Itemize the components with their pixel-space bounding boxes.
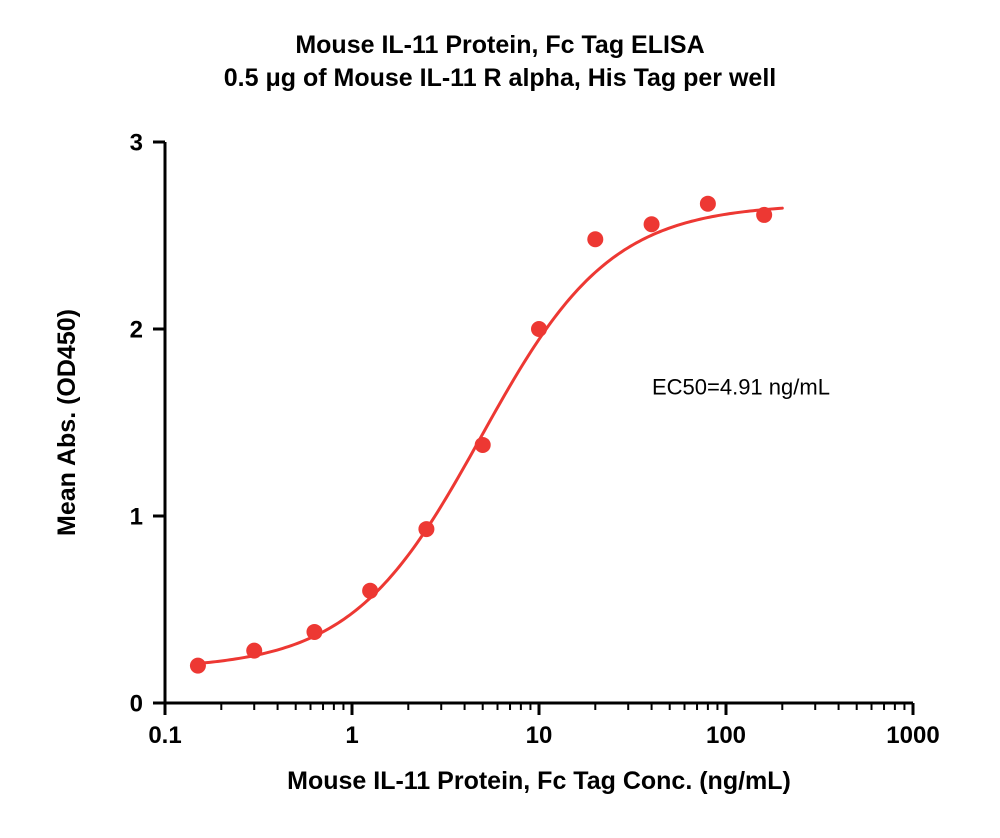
data-point [475, 437, 491, 453]
data-point [362, 583, 378, 599]
y-tick-label: 1 [130, 503, 143, 530]
x-tick-label: 1 [345, 722, 358, 749]
fit-curve [198, 208, 782, 663]
x-tick-label: 0.1 [148, 722, 181, 749]
ec50-annotation: EC50=4.91 ng/mL [652, 374, 830, 399]
data-point [531, 321, 547, 337]
data-point [190, 658, 206, 674]
elisa-chart: 0 1 2 3 0.1 1 10 100 1000 Mean Abs. (OD450) Mouse … [0, 0, 1000, 838]
data-point [418, 521, 434, 537]
x-tick-label: 10 [526, 722, 553, 749]
data-point [246, 643, 262, 659]
x-tick-label: 1000 [886, 722, 939, 749]
data-point [644, 216, 660, 232]
data-point [756, 207, 772, 223]
data-point [700, 196, 716, 212]
y-tick-label: 2 [130, 316, 143, 343]
data-point [306, 624, 322, 640]
y-tick-label: 3 [130, 129, 143, 156]
data-point [587, 231, 603, 247]
y-tick-label: 0 [130, 690, 143, 717]
y-axis-label: Mean Abs. (OD450) [53, 309, 81, 536]
x-tick-label: 100 [706, 722, 746, 749]
x-axis-label: Mouse IL-11 Protein, Fc Tag Conc. (ng/mL… [287, 767, 791, 795]
